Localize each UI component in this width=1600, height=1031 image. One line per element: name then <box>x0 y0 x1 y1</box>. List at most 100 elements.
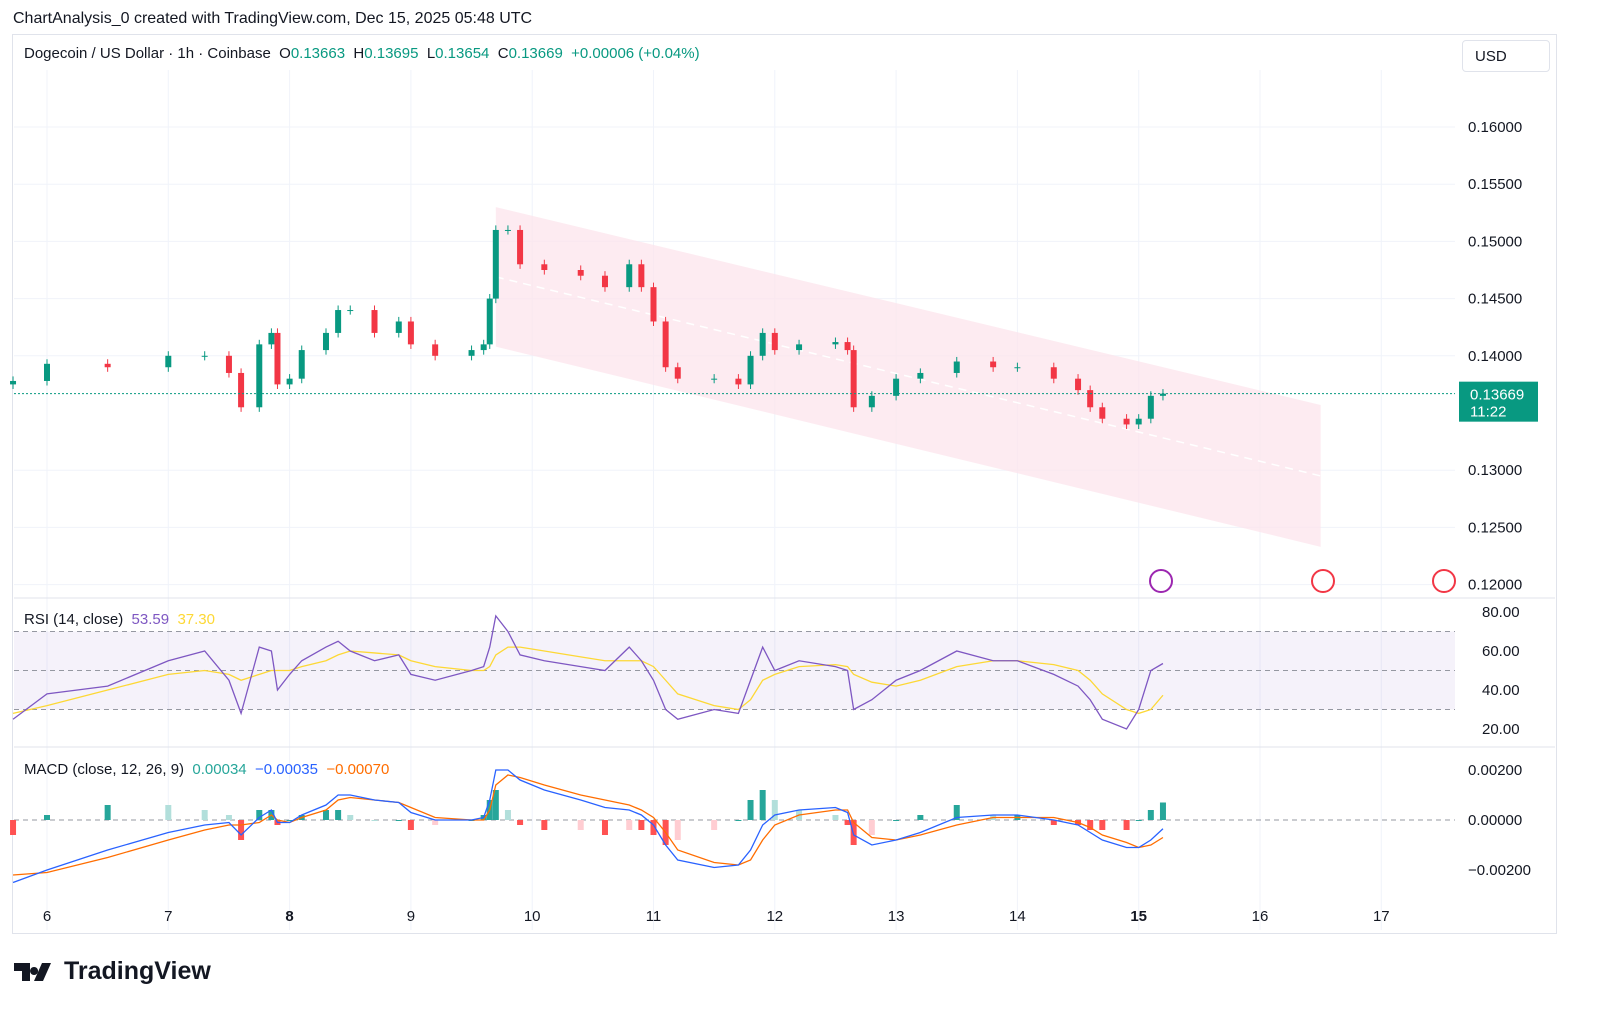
macd-tick-label: 0.00200 <box>1468 762 1522 779</box>
macd-histogram-bar <box>1147 810 1154 820</box>
macd-histogram-bar <box>601 820 608 835</box>
candle-body <box>674 367 681 379</box>
currency-button[interactable]: USD <box>1462 40 1550 72</box>
candle-body <box>268 332 275 345</box>
macd-histogram-bar <box>492 790 499 820</box>
chart-frame[interactable] <box>12 34 1557 934</box>
macd-tick-label: −0.00200 <box>1468 862 1531 879</box>
macd-value: −0.00035 <box>254 761 318 778</box>
candle-body <box>735 378 742 385</box>
time-tick-label: 16 <box>1252 908 1269 925</box>
rsi-line <box>12 614 1164 730</box>
macd-histogram-bar <box>407 820 414 830</box>
close-label: C <box>497 45 509 62</box>
candle-body <box>238 372 245 408</box>
macd-histogram-bar <box>868 820 875 835</box>
macd-histogram-bar <box>1159 802 1166 820</box>
macd-histogram-bar <box>850 820 857 845</box>
price-tick-label: 0.12000 <box>1468 577 1522 594</box>
candle-body <box>662 321 669 368</box>
rsi-tick-label: 80.00 <box>1482 604 1520 621</box>
rsi-value: 53.59 <box>131 611 170 628</box>
macd-histogram-bar <box>104 805 111 820</box>
macd-histogram-bar <box>953 805 960 820</box>
time-tick-label: 7 <box>164 908 172 925</box>
macd-label[interactable]: MACD (close, 12, 26, 9) <box>24 761 185 778</box>
open-label: O <box>279 45 291 62</box>
candle-body <box>1075 378 1082 391</box>
price-tick-label: 0.15000 <box>1468 233 1522 250</box>
macd-histogram-bar <box>735 820 742 821</box>
macd-histogram-bar <box>395 820 402 821</box>
candle-body <box>492 229 499 299</box>
candle-body <box>1050 367 1057 379</box>
macd-histogram-bar <box>225 815 232 820</box>
macd-histogram-bar <box>1050 820 1057 825</box>
candle-body <box>104 363 111 368</box>
macd-histogram-bar <box>286 820 293 821</box>
open-value: 0.13663 <box>290 45 346 62</box>
time-tick-label: 15 <box>1130 908 1147 925</box>
time-tick-label: 14 <box>1009 908 1026 925</box>
tradingview-logo-icon <box>14 962 51 981</box>
change-value: +0.00006 (+0.04%) <box>571 45 700 62</box>
price-tick-label: 0.14500 <box>1468 291 1522 308</box>
time-tick-label: 10 <box>524 908 541 925</box>
candle-body <box>626 264 633 288</box>
candle-body <box>486 298 493 345</box>
lightning-event-icon <box>1149 569 1173 593</box>
macd-histogram-bar <box>626 820 633 830</box>
high-label: H <box>353 45 365 62</box>
rsi-tick-label: 40.00 <box>1482 682 1520 699</box>
symbol-legend: Dogecoin / US Dollar · 1h · Coinbase O0.… <box>24 45 700 62</box>
macd-histogram-bar <box>1099 820 1106 830</box>
brand-name: TradingView <box>64 957 211 985</box>
candle-body <box>771 332 778 351</box>
candle-body <box>601 275 608 288</box>
time-tick-label: 13 <box>888 908 905 925</box>
last-price-badge <box>1459 381 1538 422</box>
low-value: 0.13654 <box>435 45 490 62</box>
candle-body <box>322 332 329 351</box>
price-tick-label: 0.15500 <box>1468 176 1522 193</box>
time-tick-label: 11 <box>646 908 662 925</box>
candle-body <box>577 270 584 276</box>
candle-body <box>650 287 657 322</box>
candle-body <box>1159 393 1166 396</box>
macd-hist-value: 0.00034 <box>192 761 247 778</box>
candle-body <box>893 378 900 396</box>
candle-body <box>850 350 857 408</box>
macd-histogram-bar <box>674 820 681 840</box>
time-tick-label: 8 <box>285 908 293 925</box>
candle-body <box>759 332 766 356</box>
rsi-label[interactable]: RSI (14, close) <box>24 611 124 628</box>
macd-signal-line <box>12 774 1164 876</box>
macd-histogram-bar <box>322 810 329 820</box>
macd-legend: MACD (close, 12, 26, 9) 0.00034 −0.00035… <box>24 761 389 778</box>
symbol-title[interactable]: Dogecoin / US Dollar · 1h · Coinbase <box>24 45 271 62</box>
attribution: ChartAnalysis_0 created with TradingView… <box>13 10 533 27</box>
macd-histogram-bar <box>747 800 754 820</box>
candle-body <box>468 350 475 356</box>
tradingview-logo[interactable]: TradingView <box>14 957 211 986</box>
candle-body <box>796 344 803 351</box>
macd-histogram-bar <box>256 810 263 820</box>
candle-body <box>1099 407 1106 419</box>
time-tick-label: 9 <box>407 908 415 925</box>
countdown-label: 11:22 <box>1470 404 1506 421</box>
candle-body <box>1147 395 1154 419</box>
candle-body <box>335 310 342 333</box>
macd-histogram-bar <box>1123 820 1130 830</box>
price-tick-label: 0.16000 <box>1468 119 1522 136</box>
candle-body <box>165 355 172 368</box>
macd-histogram-bar <box>844 820 851 825</box>
price-tick-label: 0.12500 <box>1468 519 1522 536</box>
time-tick-label: 12 <box>766 908 783 925</box>
macd-histogram-bar <box>238 820 245 840</box>
candle-body <box>711 378 718 380</box>
candle-body <box>201 355 208 357</box>
us-flag-event-icon <box>1432 569 1456 593</box>
candle-body <box>747 355 754 385</box>
macd-signal-value: −0.00070 <box>326 761 390 778</box>
